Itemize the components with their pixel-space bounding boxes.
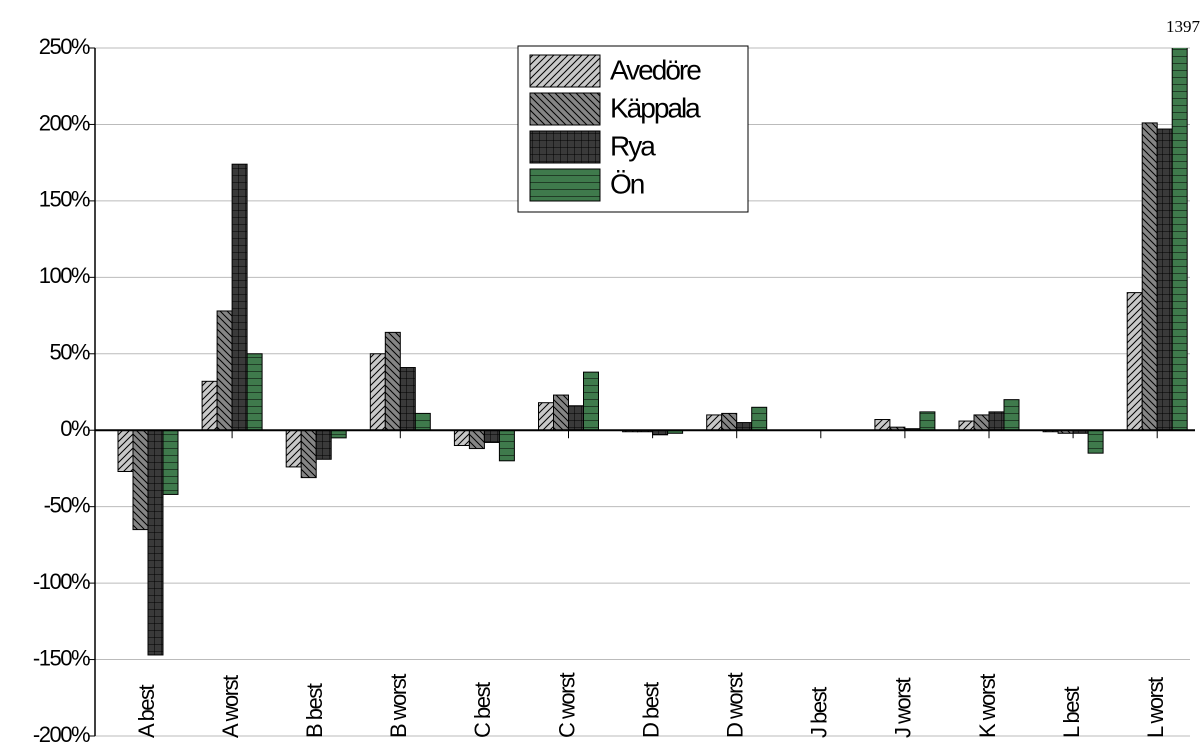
bar bbox=[1087, 429, 1104, 454]
bar bbox=[568, 405, 584, 431]
legend-swatch bbox=[529, 168, 601, 202]
bar bbox=[919, 411, 936, 431]
x-tick-label: J best bbox=[807, 687, 832, 738]
bar bbox=[706, 414, 723, 431]
y-tick-label: 100% bbox=[39, 263, 90, 288]
y-tick-label: 150% bbox=[39, 187, 90, 212]
bar bbox=[117, 429, 134, 473]
bar bbox=[721, 412, 738, 431]
bar bbox=[751, 406, 768, 431]
bar bbox=[147, 429, 164, 656]
y-tick-label: 0% bbox=[60, 416, 90, 441]
bar bbox=[583, 371, 599, 431]
bar bbox=[246, 353, 263, 431]
bar bbox=[330, 429, 347, 439]
bar bbox=[315, 429, 332, 460]
bar bbox=[988, 411, 1005, 431]
bar bbox=[300, 429, 317, 479]
x-tick-label: B worst bbox=[386, 674, 411, 738]
bar bbox=[973, 414, 990, 431]
x-tick-label: B best bbox=[302, 683, 327, 738]
bar bbox=[958, 420, 975, 431]
x-tick-label: D best bbox=[638, 682, 663, 738]
y-tick-label: 250% bbox=[39, 34, 90, 59]
bar bbox=[1156, 128, 1173, 431]
value-label: 1397 bbox=[1166, 17, 1201, 36]
legend-label: Ön bbox=[610, 168, 644, 199]
bar bbox=[1171, 48, 1188, 431]
legend-label: Käppala bbox=[610, 92, 701, 123]
bar bbox=[453, 429, 470, 447]
x-tick-label: A worst bbox=[218, 675, 243, 738]
legend-swatch bbox=[529, 130, 601, 164]
bar bbox=[538, 402, 554, 431]
bar bbox=[468, 429, 485, 450]
x-tick-label: L worst bbox=[1143, 677, 1168, 738]
y-tick-label: -150% bbox=[33, 645, 90, 670]
y-tick-label: 200% bbox=[39, 110, 90, 135]
legend-swatch bbox=[529, 54, 601, 88]
bar bbox=[285, 429, 302, 468]
bar bbox=[1141, 122, 1158, 431]
bar bbox=[369, 353, 386, 431]
bars bbox=[117, 48, 1188, 656]
x-tick-label: C worst bbox=[554, 673, 579, 738]
bar bbox=[399, 367, 416, 431]
y-tick-label: 50% bbox=[49, 340, 89, 365]
bar bbox=[162, 429, 179, 495]
bar bbox=[736, 422, 753, 431]
bar bbox=[414, 412, 431, 431]
legend-label: Avedöre bbox=[610, 54, 701, 85]
bar bbox=[498, 429, 515, 462]
x-tick-label: L best bbox=[1059, 686, 1084, 738]
y-tick-label: -100% bbox=[33, 569, 90, 594]
bar bbox=[553, 394, 569, 431]
bar bbox=[874, 419, 891, 431]
legend-swatch bbox=[529, 92, 601, 126]
bar bbox=[201, 380, 218, 431]
bar bbox=[1126, 292, 1143, 431]
bar bbox=[231, 163, 248, 431]
x-tick-label: K worst bbox=[975, 674, 1000, 738]
x-tick-label: A best bbox=[134, 684, 159, 738]
x-tick-label: C best bbox=[470, 682, 495, 738]
y-tick-label: -50% bbox=[44, 492, 90, 517]
legend-label: Rya bbox=[610, 130, 656, 161]
bar bbox=[483, 429, 500, 443]
bar bbox=[216, 310, 233, 431]
bar bbox=[132, 429, 149, 531]
bar bbox=[1003, 399, 1020, 431]
y-tick-label: -200% bbox=[33, 722, 90, 747]
x-tick-label: J worst bbox=[891, 677, 916, 738]
x-tick-label: D worst bbox=[723, 673, 748, 738]
bar bbox=[384, 331, 401, 431]
